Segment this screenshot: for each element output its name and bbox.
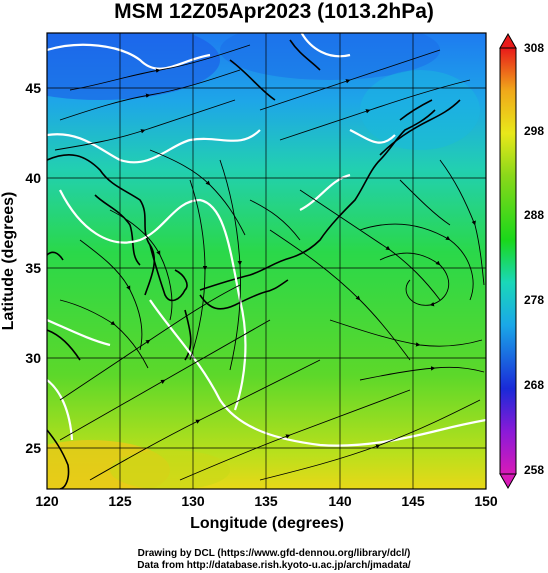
colorbar-tick-label: 268 [524,378,544,392]
y-tick-label: 40 [25,170,41,186]
colorbar-tick-label: 258 [524,463,544,477]
x-tick-label: 150 [474,493,498,509]
x-tick-label: 130 [181,493,205,509]
y-tick-label: 25 [25,440,41,456]
x-axis-label: Longitude (degrees) [190,515,344,532]
map-grid [47,33,486,489]
isotherms [47,33,486,447]
y-tick-label: 30 [25,350,41,366]
colorbar-max-arrow [499,32,517,49]
colorbar-tick-label: 308 [524,41,544,55]
x-tick-label: 140 [328,493,352,509]
x-tick-label: 145 [401,493,425,509]
y-axis-label: Latitude (degrees) [0,192,17,331]
colorbar-min-arrow [499,473,517,490]
colorbar: 308 298 288 278 268 258 [499,32,544,490]
y-tick-label: 45 [25,80,41,96]
coastlines [47,39,461,489]
x-tick-label: 120 [35,493,59,509]
x-tick-label: 135 [254,493,278,509]
y-axis: 25 30 35 40 45 [25,80,41,456]
x-axis: 120 125 130 135 140 145 150 Longitude (d… [35,493,498,532]
map-title: MSM 12Z05Apr2023 (1013.2hPa) [114,0,434,23]
plot-frame [46,32,487,490]
colorbar-tick-label: 298 [524,124,544,138]
credit-drawing: Drawing by DCL (https://www.gfd-dennou.o… [137,548,411,559]
credit-data-source: Data from http://database.rish.kyoto-u.a… [137,560,411,571]
colorbar-tick-label: 278 [524,293,544,307]
y-tick-label: 35 [25,260,41,276]
colorbar-tick-label: 288 [524,208,544,222]
x-tick-label: 125 [108,493,132,509]
